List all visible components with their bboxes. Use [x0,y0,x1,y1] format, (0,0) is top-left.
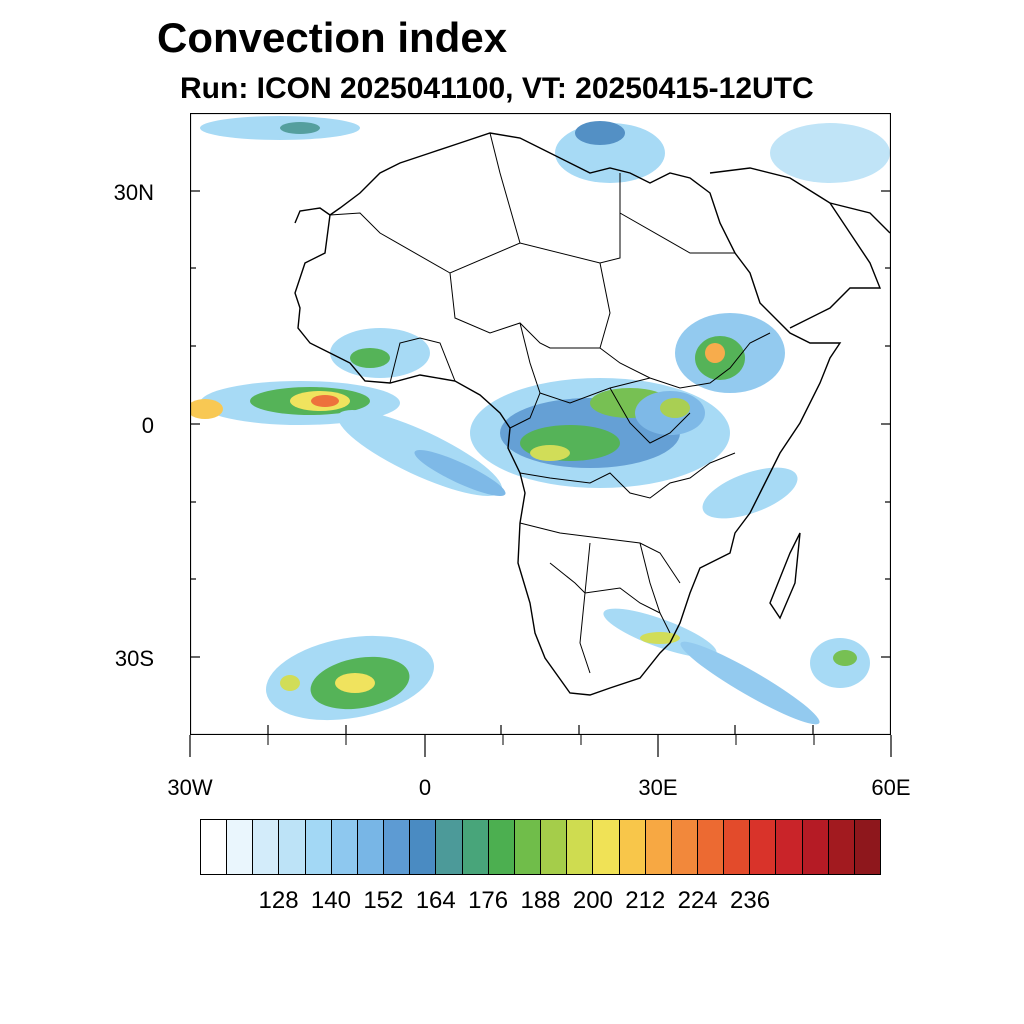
colorbar-box [305,820,332,874]
convection-field [190,116,890,725]
colorbar-box [724,820,751,874]
colorbar-tick-label: 236 [730,887,771,914]
colorbar-tick-label: 200 [572,887,613,914]
colorbar-tick-label: 176 [468,887,509,914]
colorbar-box [802,820,829,874]
colorbar-tick-label: 140 [310,887,351,914]
colorbar-tick-label: 128 [258,887,299,914]
colorbar-box [253,820,280,874]
map-frame [190,113,891,735]
colorbar-box [436,820,463,874]
colorbar-box [227,820,254,874]
lon-label-30w: 30W [167,775,213,800]
lon-label-60e: 60E [871,775,911,800]
colorbar-tick-label: 164 [415,887,456,914]
colorbar-tick-label: 188 [520,887,561,914]
map-svg [190,113,891,735]
colorbar-box [279,820,306,874]
colorbar-box [357,820,385,874]
colorbar-box [488,820,515,874]
colorbar-tick-label: 212 [625,887,666,914]
colorbar-box [828,820,855,874]
colorbar-box [645,820,672,874]
lat-label-30n: 30N [113,180,154,205]
chart-subtitle: Run: ICON 2025041100, VT: 20250415-12UTC [180,72,814,105]
colorbar-box [750,820,777,874]
map-panel [190,113,891,735]
lon-label-0: 0 [418,775,432,800]
colorbar-box [593,820,620,874]
colorbar [200,819,881,875]
colorbar-box [384,820,411,874]
colorbar-box [854,820,881,874]
chart-title: Convection index [157,14,508,61]
x-axis-outer-ticks [189,735,892,757]
colorbar-box [201,820,228,874]
colorbar-box [331,820,358,874]
lat-label-0: 0 [141,413,154,438]
colorbar-box [410,820,437,874]
colorbar-box [697,820,725,874]
colorbar-box [619,820,646,874]
colorbar-box [462,820,489,874]
colorbar-tick-label: 152 [363,887,404,914]
lat-label-30s: 30S [114,646,154,671]
colorbar-box [514,820,542,874]
lon-label-30e: 30E [638,775,678,800]
colorbar-box [671,820,698,874]
colorbar-box [567,820,594,874]
colorbar-tick-label: 224 [677,887,718,914]
colorbar-box [541,820,568,874]
colorbar-box [776,820,803,874]
coastlines [294,132,891,696]
country-borders [329,132,771,674]
